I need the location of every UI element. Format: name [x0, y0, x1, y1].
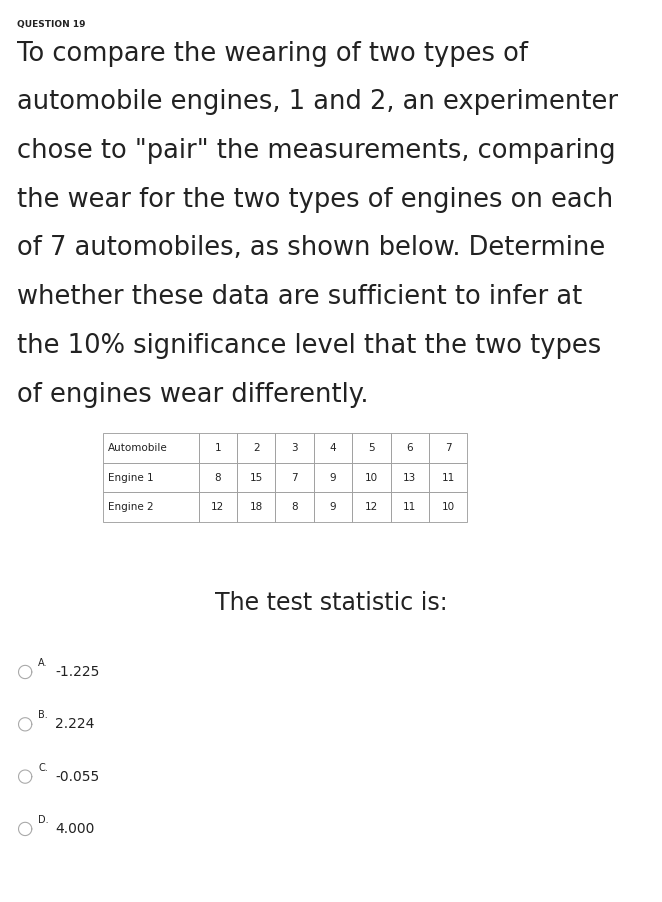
Text: 7: 7 [445, 443, 451, 453]
Text: 12: 12 [365, 502, 378, 512]
Bar [103, 433, 199, 463]
Text: whether these data are sufficient to infer at: whether these data are sufficient to inf… [17, 284, 582, 310]
Text: -1.225: -1.225 [55, 665, 99, 679]
Text: 2: 2 [253, 443, 260, 453]
Bar [103, 463, 199, 492]
Bar [237, 433, 275, 463]
Bar [199, 433, 237, 463]
Text: 15: 15 [250, 473, 263, 483]
Text: 8: 8 [291, 502, 298, 512]
Text: 7: 7 [291, 473, 298, 483]
Bar [429, 463, 467, 492]
Text: D.: D. [38, 815, 49, 825]
Text: 4: 4 [330, 443, 336, 453]
Bar [237, 492, 275, 522]
Text: 13: 13 [403, 473, 416, 483]
Text: 1: 1 [214, 443, 221, 453]
Text: A.: A. [38, 658, 48, 668]
Text: 8: 8 [214, 473, 221, 483]
Text: 18: 18 [250, 502, 263, 512]
Text: QUESTION 19: QUESTION 19 [17, 20, 85, 29]
Text: 5: 5 [368, 443, 375, 453]
Bar [391, 492, 429, 522]
Bar [103, 492, 199, 522]
Text: 11: 11 [442, 473, 455, 483]
Bar [352, 492, 391, 522]
Text: of engines wear differently.: of engines wear differently. [17, 382, 368, 408]
Text: 2.224: 2.224 [55, 717, 94, 732]
Text: the wear for the two types of engines on each: the wear for the two types of engines on… [17, 187, 613, 213]
Bar [275, 433, 314, 463]
Bar [237, 463, 275, 492]
Text: -0.055: -0.055 [55, 769, 99, 784]
Text: 12: 12 [211, 502, 224, 512]
Bar [429, 492, 467, 522]
Text: C.: C. [38, 763, 48, 773]
Text: B.: B. [38, 711, 48, 721]
Text: To compare the wearing of two types of: To compare the wearing of two types of [17, 41, 528, 67]
Text: automobile engines, 1 and 2, an experimenter: automobile engines, 1 and 2, an experime… [17, 89, 618, 115]
Bar [352, 433, 391, 463]
Bar [391, 433, 429, 463]
Bar [391, 463, 429, 492]
Text: 10: 10 [442, 502, 455, 512]
Text: 4.000: 4.000 [55, 822, 94, 836]
Bar [199, 463, 237, 492]
Bar [199, 492, 237, 522]
Text: 9: 9 [330, 473, 336, 483]
Text: 9: 9 [330, 502, 336, 512]
Bar [314, 492, 352, 522]
Bar [429, 433, 467, 463]
Text: of 7 automobiles, as shown below. Determine: of 7 automobiles, as shown below. Determ… [17, 235, 605, 262]
Text: Automobile: Automobile [108, 443, 167, 453]
Bar [275, 463, 314, 492]
Text: 10: 10 [365, 473, 378, 483]
Text: the 10% significance level that the two types: the 10% significance level that the two … [17, 333, 601, 359]
Bar [314, 463, 352, 492]
Text: 3: 3 [291, 443, 298, 453]
Text: The test statistic is:: The test statistic is: [214, 591, 448, 615]
Text: 11: 11 [403, 502, 416, 512]
Bar [275, 492, 314, 522]
Text: Engine 2: Engine 2 [108, 502, 154, 512]
Bar [314, 433, 352, 463]
Text: chose to "pair" the measurements, comparing: chose to "pair" the measurements, compar… [17, 138, 615, 164]
Text: 6: 6 [406, 443, 413, 453]
Bar [352, 463, 391, 492]
Text: Engine 1: Engine 1 [108, 473, 154, 483]
